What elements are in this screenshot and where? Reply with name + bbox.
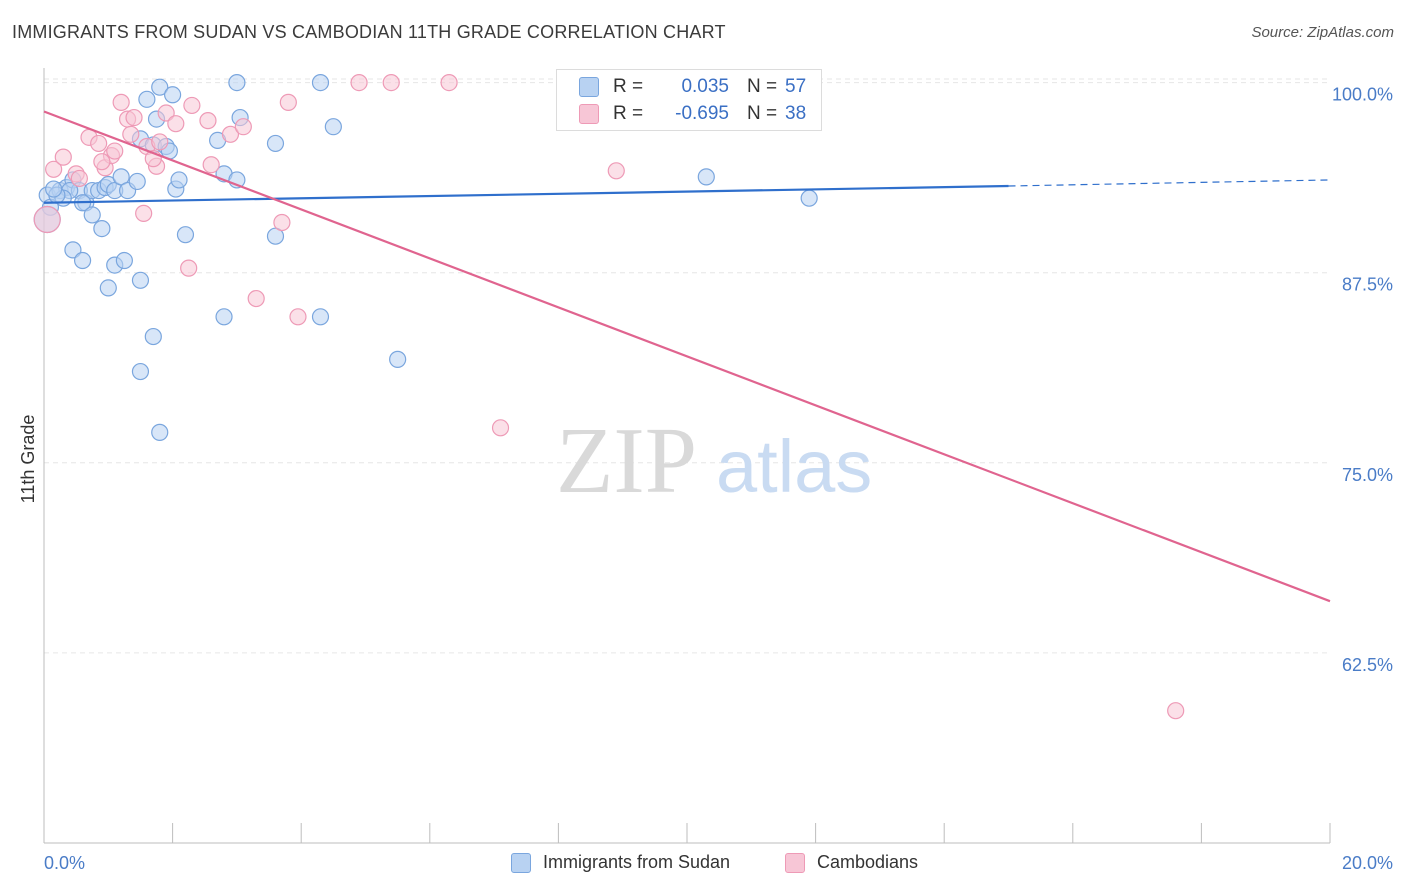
sudan-point bbox=[800, 189, 818, 207]
source-label: Source: ZipAtlas.com bbox=[1251, 24, 1394, 41]
sudan-point bbox=[131, 271, 150, 289]
cambodians-point bbox=[151, 133, 169, 151]
trend-lines bbox=[43, 110, 1331, 603]
sudan-point bbox=[176, 226, 195, 244]
watermark: ZIP atlas bbox=[556, 409, 872, 513]
cambodians-swatch-icon bbox=[579, 104, 599, 124]
cambodians-point bbox=[491, 419, 510, 437]
cambodians-point bbox=[279, 93, 297, 111]
cambodians-point bbox=[70, 169, 88, 188]
sudan-point bbox=[266, 134, 285, 153]
cambodians-point bbox=[247, 289, 265, 308]
cambodians-point bbox=[350, 74, 368, 92]
r-value: -0.695 bbox=[675, 103, 729, 124]
x-tick-label: 0.0% bbox=[44, 853, 85, 873]
cambodians-point bbox=[157, 104, 175, 122]
chart-title: IMMIGRANTS FROM SUDAN VS CAMBODIAN 11TH … bbox=[12, 22, 726, 42]
cambodians-trend-line bbox=[43, 110, 1331, 603]
y-axis-title: 11th Grade bbox=[18, 415, 38, 504]
cambodians-point bbox=[112, 93, 130, 111]
r-label: R = bbox=[613, 76, 644, 97]
cambodians-point bbox=[1167, 702, 1185, 720]
cambodians-point bbox=[45, 160, 63, 178]
sudan-point bbox=[138, 90, 156, 108]
sudan-point bbox=[228, 74, 246, 92]
cambodians-point bbox=[106, 142, 124, 160]
sudan-point bbox=[215, 308, 233, 326]
legend-sudan-label: Immigrants from Sudan bbox=[543, 852, 731, 872]
cambodians-point bbox=[180, 259, 198, 277]
sudan-point bbox=[311, 308, 330, 326]
legend-cambodians-label: Cambodians bbox=[817, 852, 919, 872]
sudan-point bbox=[115, 251, 133, 270]
x-tick-label: 20.0% bbox=[1342, 853, 1393, 873]
sudan-trend-extension bbox=[1008, 179, 1331, 187]
sudan-point bbox=[64, 241, 82, 259]
n-value: 57 bbox=[785, 76, 807, 97]
legend-cambodians-swatch-icon bbox=[785, 852, 805, 873]
cambodians-point bbox=[125, 108, 143, 127]
watermark-zip: ZIP bbox=[556, 409, 697, 513]
cambodians-point bbox=[289, 308, 307, 326]
sudan-point bbox=[151, 78, 169, 96]
cambodians-point bbox=[33, 205, 61, 234]
y-tick-label: 100.0% bbox=[1332, 85, 1393, 105]
legend-item-sudan[interactable]: Immigrants from Sudan bbox=[511, 852, 730, 873]
cambodians-point bbox=[202, 156, 220, 174]
axis-labels: 100.0% 87.5% 75.0% 62.5% 0.0% 20.0% 11th Grade bbox=[18, 85, 1393, 873]
cambodians-point bbox=[183, 96, 201, 115]
sudan-point bbox=[99, 279, 117, 297]
r-value: 0.035 bbox=[681, 76, 729, 97]
stats-row-sudan: R = 0.035 N = 57 bbox=[579, 74, 806, 100]
series-cambodians-points bbox=[33, 74, 1185, 720]
cambodians-point bbox=[93, 153, 111, 171]
watermark-atlas: atlas bbox=[716, 425, 872, 508]
sudan-point bbox=[164, 86, 182, 104]
cambodians-point bbox=[135, 204, 153, 222]
cambodians-point bbox=[440, 74, 458, 92]
n-value: 38 bbox=[785, 103, 807, 124]
sudan-point bbox=[93, 220, 111, 238]
sudan-point bbox=[45, 180, 63, 198]
cambodians-point bbox=[221, 125, 240, 143]
sudan-point bbox=[151, 423, 169, 441]
stats-box: R = 0.035 N = 57 R = -0.695 N = 38 bbox=[556, 69, 822, 131]
sudan-point bbox=[83, 206, 101, 224]
n-label: N = bbox=[747, 76, 778, 97]
sudan-trend-line bbox=[43, 184, 1009, 204]
cambodians-point bbox=[382, 74, 400, 92]
cambodians-point bbox=[607, 162, 625, 180]
sudan-point bbox=[131, 362, 150, 381]
grid-lines bbox=[44, 78, 1330, 654]
cambodians-point bbox=[90, 134, 108, 153]
cambodians-point bbox=[167, 115, 185, 133]
y-tick-label: 87.5% bbox=[1342, 275, 1393, 295]
legend-item-cambodians[interactable]: Cambodians bbox=[785, 852, 918, 873]
cambodians-point bbox=[54, 148, 72, 166]
sudan-point bbox=[324, 118, 342, 136]
sudan-point bbox=[170, 171, 188, 189]
r-label: R = bbox=[613, 103, 644, 124]
sudan-point bbox=[128, 172, 146, 191]
cambodians-point bbox=[199, 112, 217, 130]
cambodians-point bbox=[234, 118, 252, 136]
stats-row-cambodians: R = -0.695 N = 38 bbox=[579, 101, 806, 127]
sudan-point bbox=[144, 327, 162, 346]
sudan-point bbox=[697, 168, 715, 186]
y-tick-label: 75.0% bbox=[1342, 465, 1393, 485]
n-label: N = bbox=[747, 103, 778, 124]
sudan-swatch-icon bbox=[579, 77, 599, 97]
sudan-point bbox=[73, 251, 92, 270]
y-tick-label: 62.5% bbox=[1342, 655, 1393, 675]
cambodians-point bbox=[122, 125, 140, 143]
sudan-point bbox=[311, 74, 330, 92]
cambodians-point bbox=[273, 213, 291, 232]
legend-sudan-swatch-icon bbox=[511, 852, 531, 873]
sudan-point bbox=[389, 350, 407, 368]
